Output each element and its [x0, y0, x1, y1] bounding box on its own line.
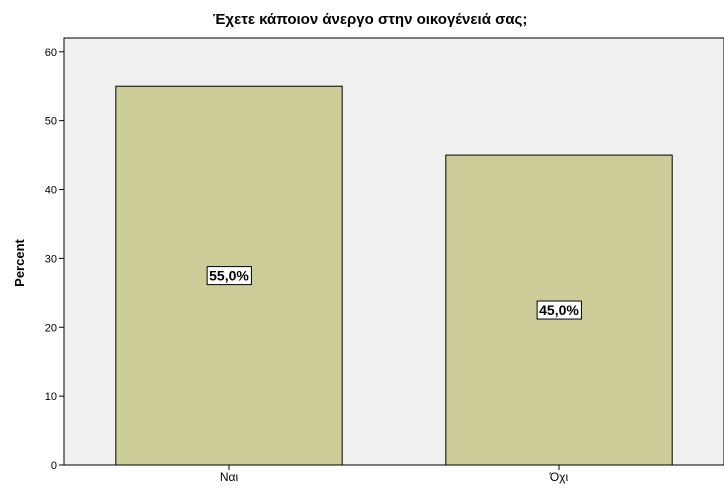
y-tick-label: 40: [45, 185, 57, 197]
y-axis: 0 10 20 30 40 50 60: [45, 47, 64, 472]
data-label-box: [536, 300, 582, 320]
y-tick-label: 0: [51, 460, 57, 472]
x-tick-label: Ναι: [220, 470, 239, 484]
x-tick-label: Όχι: [549, 470, 569, 484]
y-tick-label: 30: [45, 253, 57, 265]
data-label: 45,0%: [536, 300, 582, 320]
y-axis-label: Percent: [12, 238, 27, 286]
y-tick-label: 60: [45, 47, 57, 59]
data-label-text: 45,0%: [539, 302, 579, 318]
y-tick-label: 20: [45, 322, 57, 334]
data-label: 55,0%: [206, 266, 252, 286]
data-label-text: 55,0%: [209, 268, 249, 284]
x-axis: Ναι Όχι: [220, 465, 569, 484]
chart-title: Έχετε κάποιον άνεργο στην οικογένειά σας…: [213, 11, 528, 28]
data-label-box: [206, 266, 252, 286]
y-tick-label: 10: [45, 391, 57, 403]
y-tick-label: 50: [45, 116, 57, 128]
data-labels-group: 55,0% 45,0%: [206, 266, 582, 320]
